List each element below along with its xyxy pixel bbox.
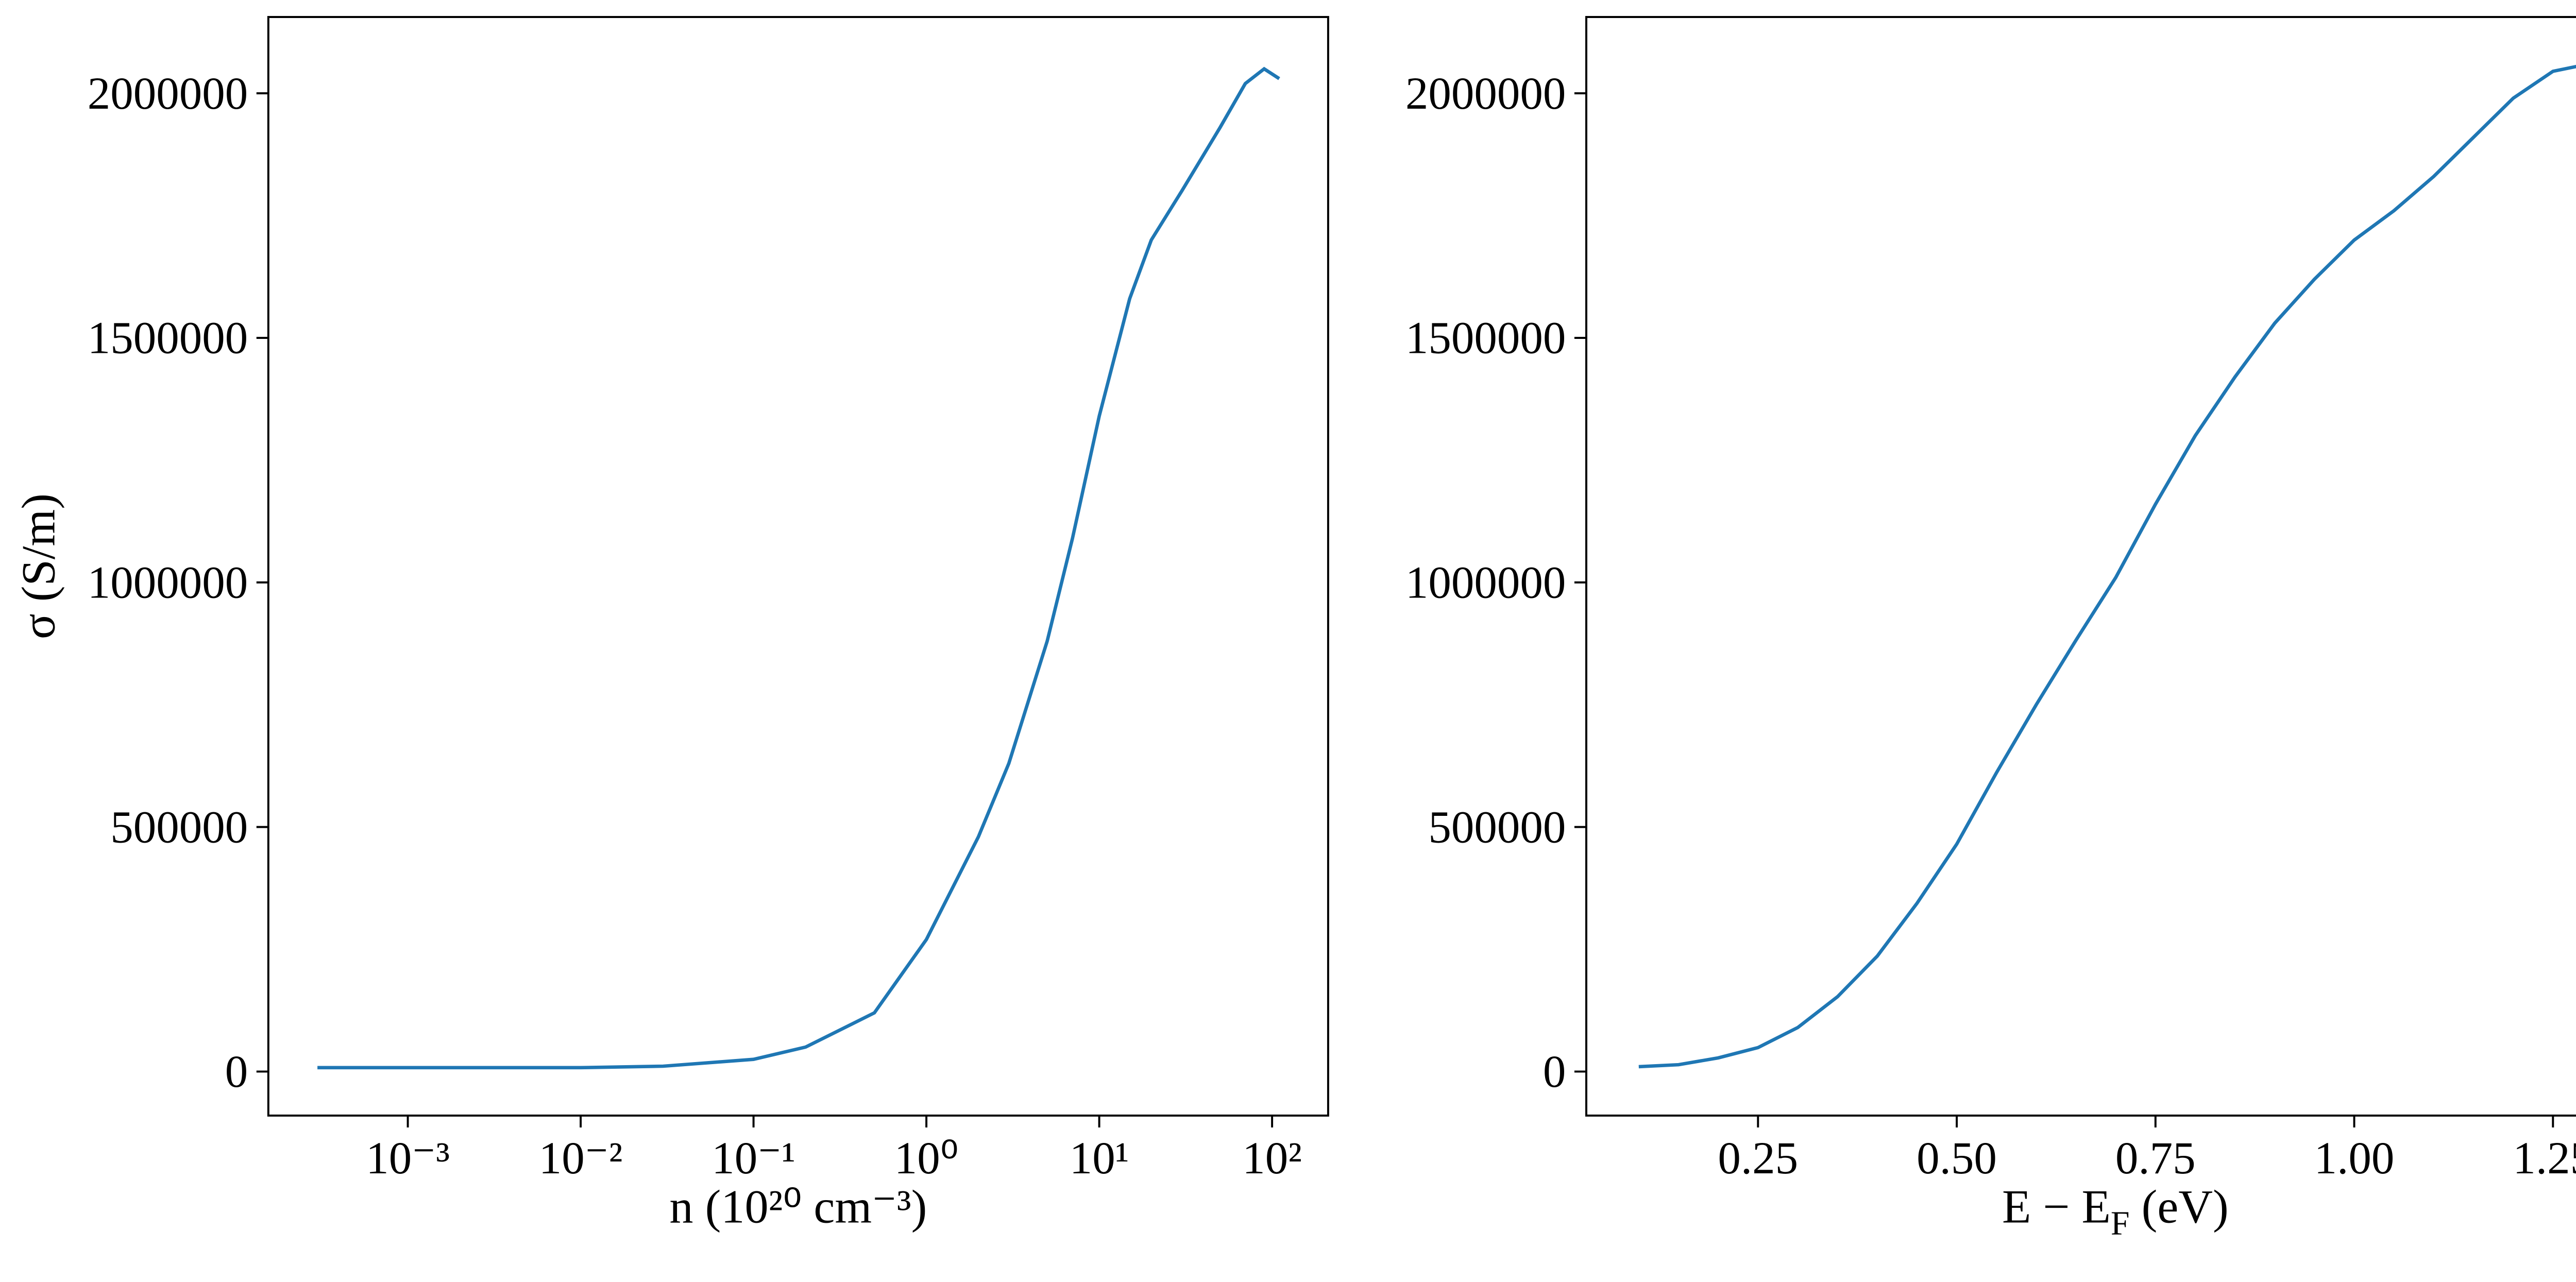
x-tick-label: 1.25 bbox=[2513, 1133, 2576, 1184]
x-tick-label: 10⁻³ bbox=[366, 1133, 450, 1184]
y-tick-label: 2000000 bbox=[1405, 69, 1566, 119]
y-tick-label: 1500000 bbox=[88, 313, 248, 364]
x-tick-label: 10⁰ bbox=[894, 1133, 959, 1184]
x-tick-label: 10⁻¹ bbox=[711, 1133, 795, 1184]
x-tick-label: 10² bbox=[1242, 1133, 1302, 1184]
x-axis-label: n (10²⁰ cm⁻³) bbox=[669, 1181, 927, 1233]
y-tick-label: 2000000 bbox=[88, 69, 248, 119]
y-tick-label: 0 bbox=[1543, 1047, 1566, 1097]
plot-frame bbox=[1585, 16, 2576, 1117]
x-tick-label: 10¹ bbox=[1070, 1133, 1129, 1184]
y-tick-label: 500000 bbox=[1428, 802, 1566, 852]
y-tick-label: 1500000 bbox=[1405, 313, 1566, 364]
y-tick-label: 0 bbox=[225, 1047, 248, 1097]
x-tick-label: 10⁻² bbox=[539, 1133, 623, 1184]
data-line bbox=[317, 66, 1280, 1070]
y-tick-label: 1000000 bbox=[88, 557, 248, 608]
x-axis-label: E − EF (eV) bbox=[2002, 1181, 2229, 1242]
x-tick-label: 0.50 bbox=[1917, 1133, 1997, 1184]
x-tick-label: 1.00 bbox=[2314, 1133, 2395, 1184]
x-tick-label: 0.75 bbox=[2115, 1133, 2196, 1184]
y-tick-label: 500000 bbox=[110, 802, 248, 852]
y-tick-label: 1000000 bbox=[1405, 557, 1566, 608]
y-axis-label: σ (S/m) bbox=[12, 493, 64, 639]
data-line bbox=[1638, 64, 2576, 1069]
x-tick-label: 0.25 bbox=[1718, 1133, 1798, 1184]
plot-frame bbox=[267, 16, 1329, 1117]
